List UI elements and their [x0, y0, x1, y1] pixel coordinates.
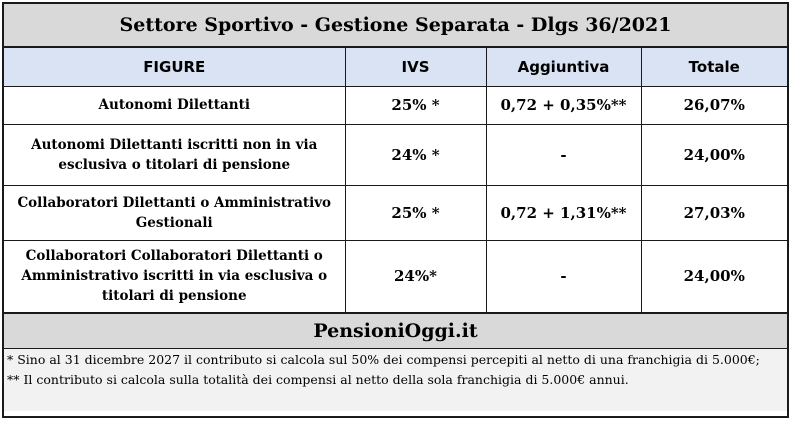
header-aggiuntiva: Aggiuntiva — [485, 48, 642, 87]
cell-totale: 27,03% — [640, 184, 787, 241]
cell-aggiuntiva: 0,72 + 0,35%** — [485, 85, 642, 125]
table-row: Collaboratori Collaboratori Dilettanti o… — [4, 239, 787, 313]
header-ivs: IVS — [344, 48, 487, 87]
contribution-table-sheet: Settore Sportivo - Gestione Separata - D… — [2, 2, 789, 418]
rates-table: FIGURE IVS Aggiuntiva Totale Autonomi Di… — [4, 48, 787, 313]
table-title: Settore Sportivo - Gestione Separata - D… — [4, 4, 787, 48]
cell-aggiuntiva: 0,72 + 1,31%** — [485, 184, 642, 241]
cell-totale: 24,00% — [640, 123, 787, 186]
cell-ivs: 24% * — [344, 123, 487, 186]
cell-figure: Autonomi Dilettanti iscritti non in via … — [4, 123, 346, 186]
table-row: Autonomi Dilettanti iscritti non in via … — [4, 123, 787, 186]
footnote-1: * Sino al 31 dicembre 2027 il contributo… — [7, 351, 760, 367]
cell-figure: Collaboratori Dilettanti o Amministrativ… — [4, 184, 346, 241]
cell-aggiuntiva: - — [485, 239, 642, 313]
footnote-2: ** Il contributo si calcola sulla totali… — [7, 371, 629, 387]
cell-ivs: 25% * — [344, 184, 487, 241]
header-totale: Totale — [640, 48, 787, 87]
cell-figure: Autonomi Dilettanti — [4, 85, 346, 125]
cell-aggiuntiva: - — [485, 123, 642, 186]
cell-totale: 24,00% — [640, 239, 787, 313]
table-row: Collaboratori Dilettanti o Amministrativ… — [4, 184, 787, 241]
footnotes: * Sino al 31 dicembre 2027 il contributo… — [4, 348, 787, 411]
header-figure: FIGURE — [4, 48, 346, 87]
cell-totale: 26,07% — [640, 85, 787, 125]
cell-ivs: 24%* — [344, 239, 487, 313]
cell-ivs: 25% * — [344, 85, 487, 125]
table-header-row: FIGURE IVS Aggiuntiva Totale — [4, 48, 787, 87]
brand-name: PensioniOggi.it — [4, 312, 787, 349]
cell-figure: Collaboratori Collaboratori Dilettanti o… — [4, 239, 346, 313]
table-row: Autonomi Dilettanti 25% * 0,72 + 0,35%**… — [4, 85, 787, 125]
